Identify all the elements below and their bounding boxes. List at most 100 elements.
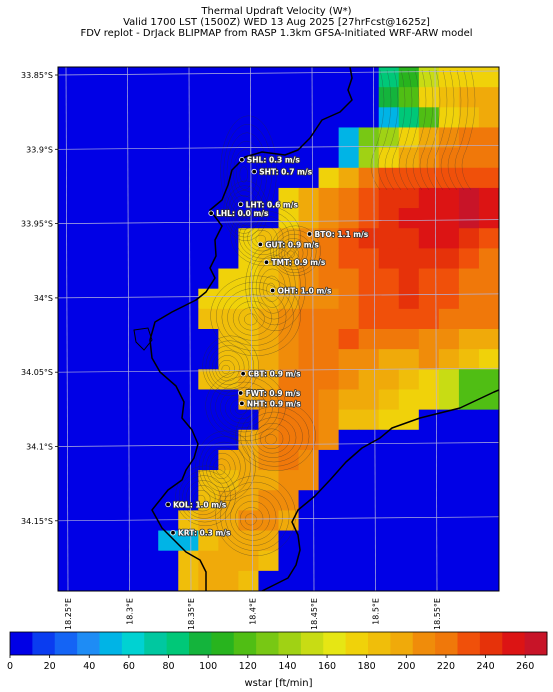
- longitude-gridline: [373, 67, 376, 591]
- field-cell: [398, 389, 420, 411]
- field-cell: [418, 288, 440, 310]
- field-cell: [118, 127, 139, 149]
- field-cell: [358, 167, 380, 189]
- field-cell: [258, 308, 280, 330]
- field-cell: [138, 470, 159, 491]
- field-cell: [258, 228, 280, 249]
- field-cell: [198, 268, 219, 290]
- field-cell: [338, 308, 360, 330]
- colorbar: 0 20 40 60 80 100 120 140 160 180 200 220 240 260 wsta…: [7, 631, 548, 689]
- station-kol: KOL: 1.0 m/s: [165, 500, 228, 510]
- station-label: GUT: 0.9 m/s: [265, 240, 319, 249]
- field-cell: [338, 510, 360, 532]
- field-cell: [198, 248, 219, 270]
- contour-line: [205, 340, 255, 393]
- field-cell: [458, 449, 480, 471]
- field-cell: [398, 208, 420, 229]
- colorbar-tick-label: 160: [318, 661, 336, 672]
- field-cell: [418, 389, 440, 411]
- coastline-segment: [261, 389, 499, 591]
- field-cell: [478, 389, 499, 411]
- contour-line: [230, 205, 301, 267]
- field-cell: [238, 510, 260, 532]
- field-cell: [378, 389, 400, 411]
- field-cell: [438, 167, 460, 189]
- field-cell: [418, 530, 440, 552]
- field-cell: [298, 329, 320, 350]
- field-cell: [58, 550, 79, 572]
- longitude-label: 18.3°E: [126, 598, 135, 625]
- latitude-gridline: [58, 367, 499, 373]
- station-label: LHT: 0.6 m/s: [246, 200, 299, 209]
- contour-line: [259, 428, 284, 450]
- map-frame: [57, 66, 500, 592]
- field-cell: [418, 87, 440, 108]
- contour-line: [228, 190, 260, 234]
- field-cell: [158, 550, 179, 572]
- field-cell: [298, 187, 320, 209]
- field-cell: [298, 87, 320, 108]
- field-cell: [218, 308, 240, 330]
- field-cell: [458, 490, 480, 511]
- field-cell: [158, 87, 179, 108]
- field-cell: [298, 369, 320, 391]
- station-lhl: LHL: 0.0 m/s: [208, 208, 270, 219]
- field-cell: [358, 550, 380, 572]
- field-cell: [198, 288, 219, 310]
- latitude-gridline: [58, 442, 499, 447]
- contour-line: [208, 345, 250, 389]
- station-krt: KRT: 0.3 m/s: [170, 528, 232, 538]
- field-cell: [178, 530, 199, 552]
- field-cell: [318, 389, 340, 411]
- field-cell: [358, 429, 380, 451]
- field-cell: [118, 147, 139, 169]
- contour-line: [273, 229, 317, 274]
- field-cell: [378, 268, 400, 290]
- field-cell: [438, 550, 460, 572]
- field-cell: [338, 288, 360, 310]
- field-cell: [398, 470, 420, 491]
- field-cell: [398, 87, 420, 108]
- field-cell: [158, 510, 179, 532]
- field-cell: [318, 147, 340, 169]
- field-cell: [78, 389, 99, 411]
- colorbar-tick-label: 20: [44, 661, 56, 672]
- field-cell: [198, 127, 219, 149]
- field-cell: [458, 510, 480, 532]
- station-markers: SHL: 0.3 m/s SHT: 0.7 m/s LHT: 0.6 m/sLHL:…: [165, 155, 370, 538]
- contour-line: [216, 464, 226, 475]
- colorbar-swatch: [502, 632, 526, 655]
- field-cell: [158, 329, 179, 350]
- field-cell: [58, 208, 79, 229]
- field-cell: [138, 147, 159, 169]
- field-cell: [478, 449, 499, 471]
- field-cell: [98, 550, 119, 572]
- field-cell: [478, 550, 499, 572]
- contour-line: [237, 209, 245, 219]
- field-cell: [78, 449, 99, 471]
- field-cell: [298, 409, 320, 431]
- field-cell: [58, 268, 79, 290]
- field-cell: [78, 470, 99, 491]
- field-cell: [78, 127, 99, 149]
- field-cell: [158, 268, 179, 290]
- field-cell: [398, 530, 420, 552]
- field-cell: [438, 288, 460, 310]
- colorbar-tick-label: 80: [162, 661, 174, 672]
- station-dot: [306, 231, 313, 237]
- field-cell: [218, 550, 240, 572]
- field-cell: [398, 288, 420, 310]
- terrain-contours: [175, 69, 476, 557]
- field-cell: [478, 570, 499, 591]
- field-cell: [278, 550, 300, 572]
- field-cell: [198, 349, 219, 370]
- field-cell: [438, 389, 460, 411]
- field-cell: [398, 147, 420, 169]
- field-cell: [198, 228, 219, 249]
- field-cell: [138, 429, 159, 451]
- contour-line: [251, 230, 272, 248]
- contour-line: [391, 69, 406, 191]
- field-cell: [58, 167, 79, 189]
- station-shl: SHL: 0.3 m/s: [239, 155, 301, 166]
